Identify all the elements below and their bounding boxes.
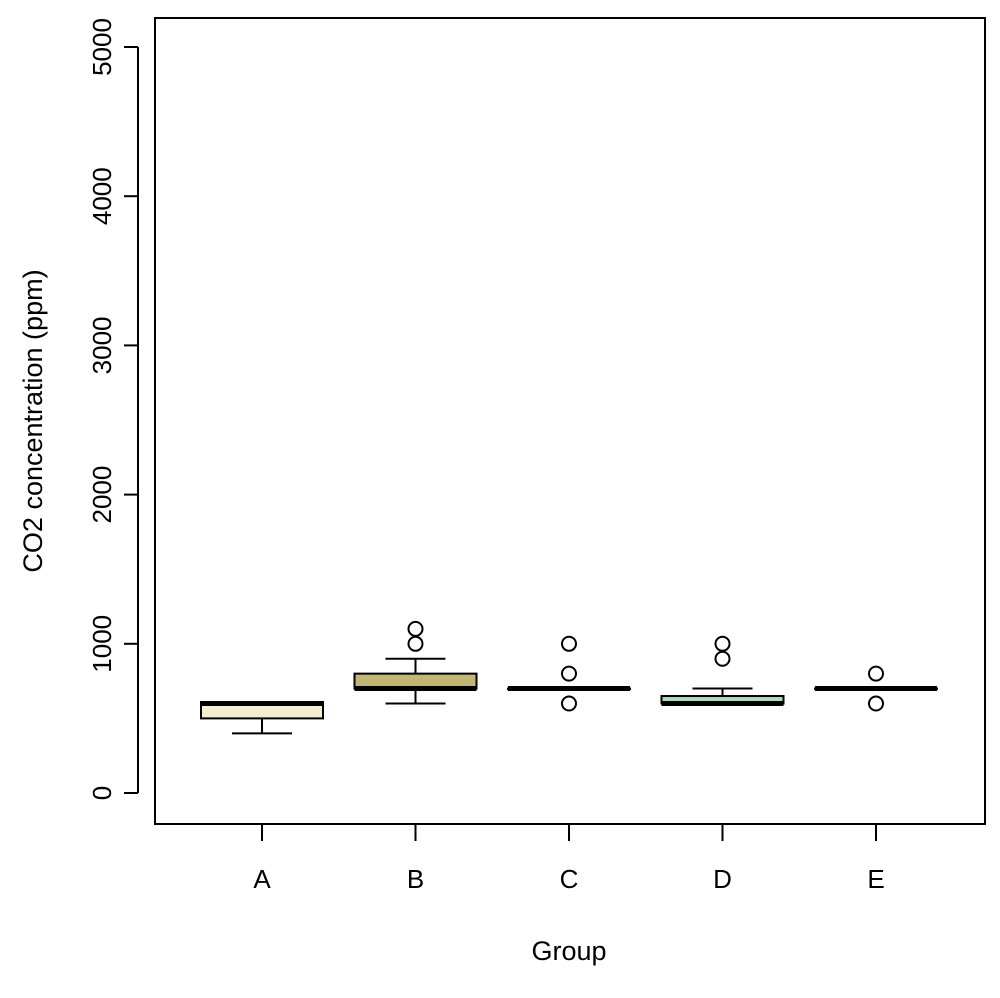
boxes-layer [200, 620, 938, 735]
x-tick-label: B [407, 864, 424, 894]
outlier-point [714, 635, 731, 652]
x-tick-label: E [867, 864, 884, 894]
outlier-point [561, 665, 577, 682]
box-group-b [353, 620, 478, 705]
y-tick-label: 0 [87, 786, 117, 800]
y-tick-label: 2000 [87, 466, 117, 524]
x-tick-label: C [560, 864, 579, 894]
box-group-d [660, 635, 785, 706]
y-axis: 0 1000 2000 3000 4000 5000 [87, 18, 139, 800]
box-group-a [200, 700, 324, 735]
y-tick-label: 3000 [87, 316, 117, 374]
x-tick-label: A [253, 864, 271, 894]
x-axis: A B C D E [253, 824, 885, 894]
y-tick-label: 1000 [87, 615, 117, 673]
box-group-c [507, 635, 631, 712]
outlier-point [561, 695, 577, 712]
y-tick-label: 4000 [87, 167, 117, 225]
outlier-point [868, 665, 884, 682]
y-axis-title: CO2 concentration (ppm) [18, 269, 48, 572]
outlier-point [714, 650, 731, 667]
x-axis-title: Group [531, 936, 606, 966]
box-group-e [814, 665, 938, 712]
x-tick-label: D [713, 864, 732, 894]
outlier-point [868, 695, 884, 712]
outlier-point [561, 635, 577, 652]
outlier-point [407, 635, 424, 652]
outlier-point [407, 620, 424, 637]
y-tick-label: 5000 [87, 18, 117, 76]
